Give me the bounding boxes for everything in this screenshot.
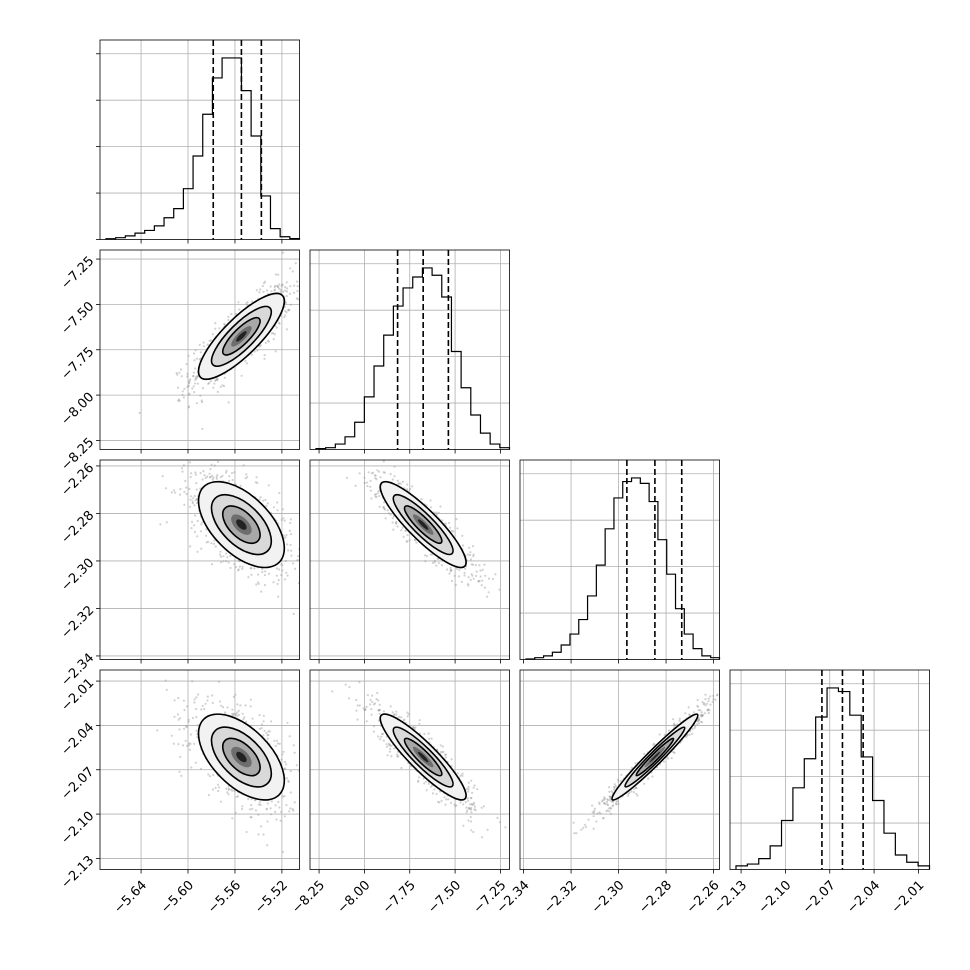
x-tick-label: −2.07: [800, 878, 839, 917]
density-core: [417, 751, 429, 763]
panel-content: [100, 670, 300, 870]
density-core: [649, 751, 661, 763]
x-tick-label: −2.30: [589, 878, 628, 917]
hist-panel-1: [309, 249, 511, 450]
y-tick-label: −2.32: [59, 603, 98, 642]
x-tick-label: −2.04: [844, 878, 883, 917]
hist-panel-0: [99, 39, 301, 240]
y-tick-label: −7.25: [59, 254, 98, 293]
panel-frame: [519, 669, 720, 870]
scatter-panel-3-2: [519, 669, 720, 870]
density-core: [236, 331, 247, 342]
x-tick-label: −5.56: [205, 878, 244, 917]
x-tick-label: −5.60: [158, 878, 197, 917]
x-tick-label: −7.50: [425, 878, 464, 917]
y-tick-label: −2.04: [59, 720, 98, 759]
y-tick-label: −7.75: [59, 344, 98, 383]
x-tick-label: −2.01: [889, 878, 928, 917]
panel-content: [100, 460, 300, 660]
histogram-step: [105, 57, 301, 240]
scatter-panel-2-0: [99, 459, 300, 660]
panel-content: [310, 460, 510, 660]
panel-frame: [99, 39, 300, 240]
x-tick-label: −2.10: [756, 878, 795, 917]
y-tick-label: −2.07: [59, 764, 98, 803]
density-core: [236, 519, 247, 530]
histogram-step: [525, 477, 721, 660]
density-core: [236, 751, 247, 763]
x-tick-label: −2.28: [636, 878, 675, 917]
histogram-step: [735, 687, 931, 870]
panel-content: [310, 670, 510, 870]
y-tick-label: −8.00: [59, 390, 98, 429]
scatter-panel-3-1: [309, 669, 510, 870]
scatter-panel-2-1: [309, 459, 510, 660]
x-tick-label: −7.75: [380, 878, 419, 917]
x-tick-label: −8.25: [289, 878, 328, 917]
x-tick-label: −5.64: [111, 878, 150, 917]
panel-content: [520, 670, 720, 870]
panel-frame: [99, 459, 300, 660]
hist-panel-2: [519, 459, 721, 660]
histogram-step: [315, 267, 511, 450]
x-tick-label: −2.32: [541, 878, 580, 917]
x-tick-label: −5.52: [252, 878, 291, 917]
y-tick-label: −2.10: [59, 809, 98, 848]
panel-frame: [519, 459, 720, 660]
y-tick-label: −2.30: [59, 556, 98, 595]
hist-panel-3: [729, 669, 931, 870]
scatter-panel-3-0: [99, 669, 300, 870]
density-core: [417, 519, 429, 530]
y-tick-label: −2.13: [59, 853, 98, 892]
y-tick-label: −2.28: [59, 508, 98, 547]
scatter-panel-1-0: [99, 249, 300, 450]
panel-content: [100, 250, 300, 450]
x-tick-label: −8.00: [335, 878, 374, 917]
y-tick-label: −7.50: [59, 299, 98, 338]
